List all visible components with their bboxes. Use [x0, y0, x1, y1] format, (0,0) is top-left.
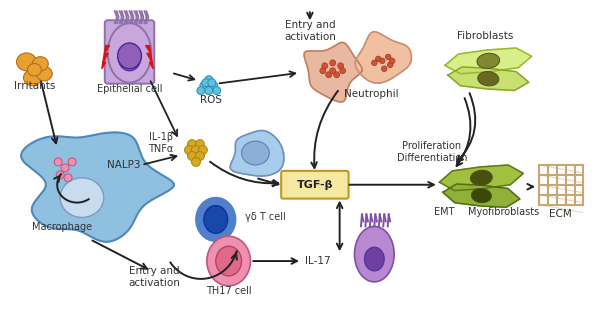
- Text: Fibroblasts: Fibroblasts: [457, 31, 514, 41]
- Ellipse shape: [382, 66, 387, 72]
- Ellipse shape: [208, 79, 216, 87]
- Ellipse shape: [379, 58, 385, 64]
- Ellipse shape: [199, 146, 208, 155]
- Ellipse shape: [37, 67, 52, 81]
- Ellipse shape: [68, 158, 76, 166]
- Text: ROS: ROS: [200, 95, 222, 105]
- Ellipse shape: [200, 82, 208, 90]
- Ellipse shape: [478, 72, 499, 86]
- Ellipse shape: [322, 63, 328, 69]
- FancyBboxPatch shape: [281, 171, 349, 199]
- Ellipse shape: [385, 54, 391, 60]
- Ellipse shape: [210, 82, 218, 90]
- Ellipse shape: [320, 68, 326, 74]
- Text: γδ T cell: γδ T cell: [245, 212, 286, 222]
- Polygon shape: [445, 48, 532, 74]
- Ellipse shape: [388, 62, 393, 67]
- Ellipse shape: [205, 76, 213, 84]
- Ellipse shape: [204, 206, 227, 233]
- Ellipse shape: [191, 157, 200, 166]
- Ellipse shape: [119, 47, 140, 71]
- Ellipse shape: [185, 146, 193, 155]
- Text: ECM: ECM: [549, 210, 572, 220]
- Ellipse shape: [213, 87, 221, 95]
- Ellipse shape: [196, 151, 205, 160]
- Ellipse shape: [477, 53, 500, 68]
- Ellipse shape: [389, 58, 395, 64]
- Text: Epithelial cell: Epithelial cell: [97, 84, 162, 94]
- Ellipse shape: [196, 197, 236, 241]
- Polygon shape: [102, 46, 110, 69]
- Ellipse shape: [202, 79, 210, 87]
- Text: Entry and
activation: Entry and activation: [128, 266, 180, 288]
- Polygon shape: [448, 67, 529, 91]
- Ellipse shape: [54, 158, 62, 166]
- Ellipse shape: [207, 236, 250, 286]
- Ellipse shape: [330, 60, 335, 66]
- Ellipse shape: [330, 68, 335, 74]
- Ellipse shape: [216, 246, 242, 276]
- Ellipse shape: [197, 87, 205, 95]
- Ellipse shape: [64, 174, 72, 182]
- Text: TH17 cell: TH17 cell: [206, 286, 251, 296]
- Ellipse shape: [472, 188, 491, 203]
- Ellipse shape: [56, 171, 64, 179]
- Ellipse shape: [242, 141, 269, 165]
- Ellipse shape: [326, 72, 332, 78]
- Ellipse shape: [61, 164, 69, 172]
- Text: IL-1β
TNFα: IL-1β TNFα: [148, 132, 173, 154]
- Ellipse shape: [376, 56, 381, 62]
- FancyBboxPatch shape: [105, 20, 154, 84]
- Ellipse shape: [28, 63, 41, 76]
- Ellipse shape: [23, 70, 41, 86]
- Text: Proliferation
Differentiation: Proliferation Differentiation: [397, 141, 467, 163]
- Ellipse shape: [188, 140, 196, 149]
- Ellipse shape: [470, 170, 492, 185]
- Ellipse shape: [60, 178, 104, 217]
- Text: Neutrophil: Neutrophil: [344, 89, 398, 99]
- Ellipse shape: [196, 140, 205, 149]
- Ellipse shape: [17, 53, 37, 71]
- Text: NALP3: NALP3: [107, 160, 140, 170]
- Text: Entry and
activation: Entry and activation: [284, 20, 336, 42]
- Polygon shape: [304, 42, 362, 102]
- Polygon shape: [439, 165, 523, 191]
- Ellipse shape: [340, 68, 346, 74]
- Ellipse shape: [334, 72, 340, 78]
- Ellipse shape: [191, 146, 200, 155]
- Ellipse shape: [371, 60, 377, 66]
- Ellipse shape: [188, 151, 196, 160]
- Polygon shape: [443, 184, 520, 207]
- Ellipse shape: [338, 63, 344, 69]
- Text: TGF-β: TGF-β: [296, 180, 333, 190]
- Ellipse shape: [364, 247, 384, 271]
- Text: Myofibroblasts: Myofibroblasts: [467, 207, 539, 217]
- Ellipse shape: [118, 43, 142, 69]
- Polygon shape: [355, 32, 412, 83]
- Polygon shape: [146, 46, 154, 69]
- Ellipse shape: [205, 87, 213, 95]
- Polygon shape: [230, 131, 284, 176]
- Ellipse shape: [355, 226, 394, 282]
- Text: Irritants: Irritants: [14, 81, 55, 91]
- Polygon shape: [21, 132, 174, 242]
- Text: EMT: EMT: [434, 207, 455, 217]
- Text: Macrophage: Macrophage: [32, 222, 92, 232]
- Ellipse shape: [108, 23, 151, 83]
- Text: IL-17: IL-17: [305, 256, 331, 266]
- Ellipse shape: [29, 62, 47, 78]
- Ellipse shape: [32, 57, 48, 71]
